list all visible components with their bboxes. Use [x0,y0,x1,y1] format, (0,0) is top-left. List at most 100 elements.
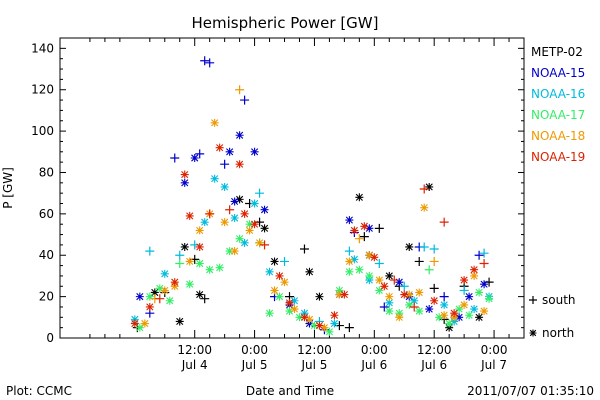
data-point-north [375,286,384,295]
data-point-south [479,248,489,258]
data-point-south [439,292,449,302]
data-point-north [355,193,364,202]
data-point-north [365,271,374,280]
data-point-north [340,290,349,299]
legend-item-noaa-19: NOAA-19 [531,150,585,164]
data-point-north [180,170,189,179]
data-point-north [455,313,464,322]
data-point-north [250,199,259,208]
data-point-south [175,259,185,269]
x-tick-day-label: Jul 5 [300,358,327,372]
data-point-north [345,216,354,225]
data-point-north [450,309,459,318]
data-point-north [345,257,354,266]
x-tick-time-label: 12:00 [297,343,332,357]
data-point-north [420,203,429,212]
data-point-north [215,263,224,272]
data-point-north [250,147,259,156]
data-point-north [300,313,309,322]
data-point-north [220,218,229,227]
data-point-south [175,250,185,260]
data-point-north [275,292,284,301]
data-point-north [330,311,339,320]
data-point-south [389,275,399,285]
data-point-south [424,265,434,275]
data-point-north [160,286,169,295]
data-point-north [145,302,154,311]
data-point-north [335,286,344,295]
data-point-north [365,224,374,233]
data-point-north [230,197,239,206]
data-point-north [405,290,414,299]
data-point-north [170,278,179,287]
data-point-north [160,269,169,278]
data-point-north [290,296,299,305]
data-point-south [419,184,429,194]
data-point-north [240,238,249,247]
series-noaa-17 [135,220,494,336]
y-tick-label: 60 [39,207,54,221]
data-point-north [450,313,459,322]
data-point-north [430,296,439,305]
marker-legend-label-south: south [542,293,576,307]
marker-legend-symbol [529,329,537,337]
data-point-north [385,271,394,280]
data-point-north [305,315,314,324]
data-point-north [195,259,204,268]
data-point-north [475,313,484,322]
data-point-north [270,257,279,266]
data-point-north [460,300,469,309]
data-point-north [445,319,454,328]
data-point-north [350,255,359,264]
data-point-north [210,174,219,183]
data-point-north [280,278,289,287]
x-tick-time-label: 0:00 [481,343,508,357]
x-tick-day-label: Jul 6 [360,358,387,372]
data-point-north [315,321,324,330]
series-noaa-19 [130,143,489,330]
data-point-north [325,327,334,336]
data-marks [130,56,494,336]
data-point-north [465,292,474,301]
data-point-north [145,292,154,301]
plot-frame [59,37,525,339]
data-point-south [459,285,469,295]
data-point-north [165,296,174,305]
data-point-north [395,309,404,318]
data-point-north [275,271,284,280]
y-tick-label: 140 [31,41,54,55]
data-point-south [419,242,429,252]
x-tick-time-label: 0:00 [241,343,268,357]
data-point-north [235,234,244,243]
data-point-north [350,226,359,235]
data-point-south [439,217,449,227]
data-point-north [185,280,194,289]
data-point-north [380,282,389,291]
data-point-north [245,220,254,229]
data-point-north [485,294,494,303]
data-point-south [260,240,270,250]
data-point-north [385,298,394,307]
data-point-south [429,256,439,266]
data-point-north [245,226,254,235]
legend-item-noaa-15: NOAA-15 [531,66,585,80]
data-point-north [330,319,339,328]
series-noaa-15 [135,56,489,335]
data-point-south [474,250,484,260]
data-point-north [265,267,274,276]
data-point-north [450,317,459,326]
data-point-south [195,149,205,159]
data-point-north [290,305,299,314]
data-point-south [409,302,419,312]
data-point-north [365,276,374,285]
y-tick-label: 120 [31,83,54,97]
footer-plot-credit: Plot: CCMC [6,384,72,398]
data-point-north [445,323,454,332]
x-tick-time-label: 0:00 [361,343,388,357]
x-tick-day-label: Jul 6 [420,358,447,372]
data-point-north [385,292,394,301]
data-point-north [235,131,244,140]
data-point-south [145,246,155,256]
data-point-north [150,288,159,297]
data-point-south [205,58,215,68]
